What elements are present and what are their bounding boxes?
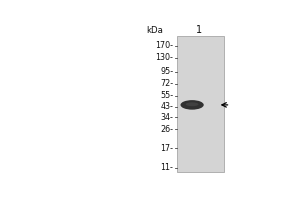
Text: 130-: 130-: [156, 53, 173, 62]
Text: 72-: 72-: [160, 79, 173, 88]
FancyBboxPatch shape: [177, 36, 224, 172]
Text: 11-: 11-: [160, 163, 173, 172]
Text: 1: 1: [196, 25, 202, 35]
Ellipse shape: [181, 100, 204, 110]
Text: 170-: 170-: [155, 41, 173, 50]
Text: 95-: 95-: [160, 67, 173, 76]
Text: kDa: kDa: [146, 26, 163, 35]
Text: 17-: 17-: [160, 144, 173, 153]
Ellipse shape: [186, 102, 199, 106]
Text: 43-: 43-: [160, 102, 173, 111]
Text: 34-: 34-: [160, 113, 173, 122]
Text: 26-: 26-: [160, 125, 173, 134]
Text: 55-: 55-: [160, 91, 173, 100]
